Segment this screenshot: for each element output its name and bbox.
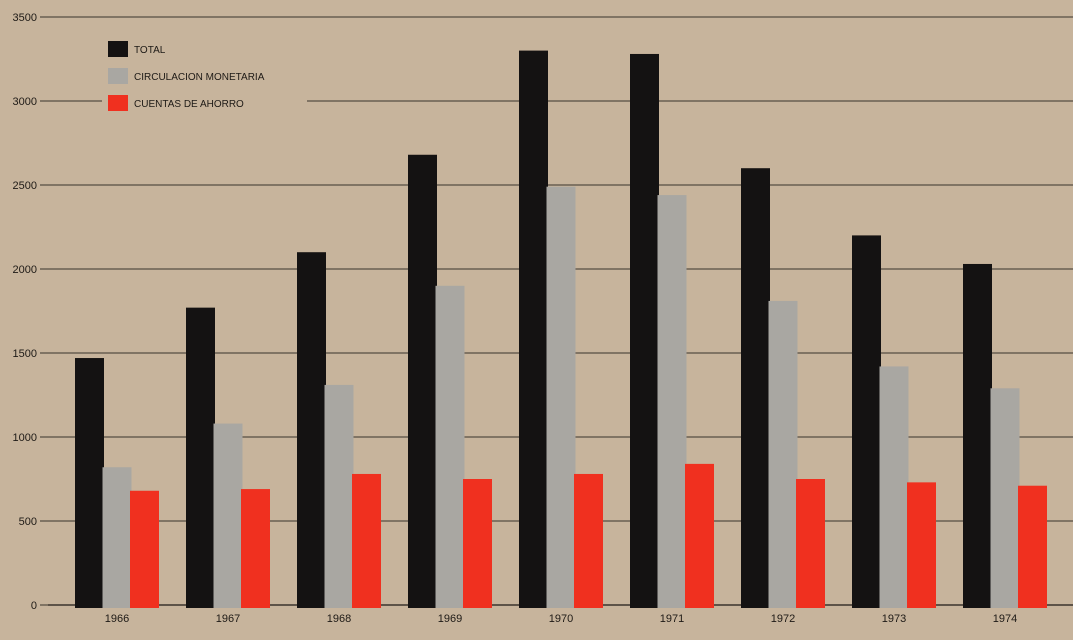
y-tick-label: 500 — [19, 516, 37, 528]
bar-circulacion-monetaria-1968 — [324, 384, 354, 608]
x-tick-label: 1966 — [105, 613, 129, 625]
bar-total-1967 — [186, 307, 215, 608]
y-tick-label: 0 — [31, 600, 37, 612]
bar-total-1972 — [741, 168, 770, 608]
bar-cuentas-de-ahorro-1974 — [1018, 485, 1047, 608]
bars — [75, 50, 1047, 609]
bar-cuentas-de-ahorro-1969 — [463, 479, 492, 608]
y-tick-label: 2000 — [13, 264, 37, 276]
x-tick-label: 1972 — [771, 613, 795, 625]
bar-cuentas-de-ahorro-1967 — [241, 489, 270, 608]
y-tick-label: 3000 — [13, 96, 37, 108]
bar-total-1974 — [963, 263, 992, 608]
bar-total-1970 — [519, 50, 548, 609]
legend-label: TOTAL — [134, 45, 166, 56]
x-tick-label: 1973 — [882, 613, 906, 625]
bar-total-1973 — [852, 235, 881, 608]
bar-circulacion-monetaria-1966 — [102, 467, 132, 608]
x-tick-label: 1968 — [327, 613, 351, 625]
bar-circulacion-monetaria-1971 — [657, 195, 687, 608]
bar-circulacion-monetaria-1967 — [213, 423, 243, 608]
legend-swatch — [108, 95, 128, 111]
bar-circulacion-monetaria-1972 — [768, 300, 798, 608]
bar-circulacion-monetaria-1970 — [546, 186, 576, 608]
y-tick-label: 3500 — [13, 12, 37, 24]
legend-label: CUENTAS DE AHORRO — [134, 99, 244, 110]
bar-circulacion-monetaria-1969 — [435, 285, 465, 608]
y-tick-label: 2500 — [13, 180, 37, 192]
x-tick-label: 1971 — [660, 613, 684, 625]
y-tick-label: 1000 — [13, 432, 37, 444]
bar-cuentas-de-ahorro-1968 — [352, 473, 381, 608]
bar-total-1969 — [408, 154, 437, 608]
x-tick-label: 1974 — [993, 613, 1017, 625]
legend-label: CIRCULACION MONETARIA — [134, 72, 265, 83]
bar-cuentas-de-ahorro-1971 — [685, 463, 714, 608]
bar-circulacion-monetaria-1974 — [990, 388, 1020, 608]
x-tick-label: 1967 — [216, 613, 240, 625]
legend-swatch — [108, 41, 128, 57]
legend: TOTAL CIRCULACION MONETARIA CUENTAS DE AHO… — [102, 35, 307, 122]
x-axis-ticks: 1966 1967 1968 1969 1970 1971 1972 1973 1974 — [105, 613, 1017, 625]
bar-total-1966 — [75, 358, 104, 608]
bar-circulacion-monetaria-1973 — [879, 366, 909, 608]
legend-background — [102, 35, 307, 122]
x-tick-label: 1969 — [438, 613, 462, 625]
y-axis-ticks: 0 500 1000 1500 2000 2500 3000 3500 — [13, 12, 48, 612]
bar-total-1971 — [630, 53, 659, 608]
legend-swatch — [108, 68, 128, 84]
y-tick-label: 1500 — [13, 348, 37, 360]
x-tick-label: 1970 — [549, 613, 573, 625]
bar-cuentas-de-ahorro-1973 — [907, 482, 936, 608]
bar-cuentas-de-ahorro-1966 — [130, 490, 159, 608]
bar-total-1968 — [297, 252, 326, 608]
bar-cuentas-de-ahorro-1970 — [574, 473, 603, 608]
bar-cuentas-de-ahorro-1972 — [796, 479, 825, 608]
